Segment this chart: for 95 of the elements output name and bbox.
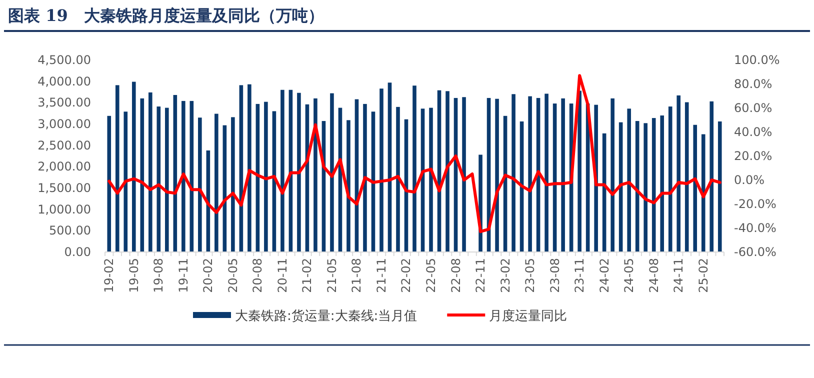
bar bbox=[610, 98, 614, 252]
y-tick-label: 2,500.00 bbox=[38, 138, 91, 152]
legend-label: 大秦铁路:货运量:大秦线:当月值 bbox=[235, 309, 418, 324]
bar bbox=[644, 123, 648, 252]
bar bbox=[115, 85, 120, 252]
x-tick-label: 23-08 bbox=[548, 258, 562, 293]
y2-tick-label: 40.0% bbox=[734, 125, 772, 139]
bar bbox=[710, 101, 714, 252]
x-tick-label: 20-08 bbox=[250, 258, 265, 293]
bar bbox=[512, 94, 516, 252]
y2-tick-label: -60.0% bbox=[734, 245, 776, 259]
bar bbox=[380, 88, 384, 252]
bar bbox=[264, 102, 268, 252]
line-series bbox=[108, 74, 722, 234]
bar bbox=[140, 98, 144, 252]
bar bbox=[627, 108, 631, 252]
y2-tick-label: 100.0% bbox=[734, 53, 780, 67]
y-tick-label: 1,500.00 bbox=[38, 181, 91, 195]
bar bbox=[280, 90, 284, 252]
y-tick-label: 1,000.00 bbox=[38, 202, 91, 216]
bar bbox=[429, 108, 433, 252]
x-tick-label: 20-05 bbox=[226, 258, 240, 293]
x-tick-label: 22-02 bbox=[399, 258, 414, 293]
x-tick-label: 19-11 bbox=[176, 258, 190, 293]
y2-tick-label: 80.0% bbox=[734, 77, 772, 91]
y2-tick-label: 60.0% bbox=[734, 101, 772, 115]
y-tick-label: 4,000.00 bbox=[38, 74, 91, 88]
y-tick-label: 3,000.00 bbox=[38, 117, 91, 131]
y-tick-label: 4,500.00 bbox=[38, 53, 91, 67]
bar bbox=[156, 106, 161, 252]
bar bbox=[446, 91, 450, 252]
y2-tick-label: -40.0% bbox=[734, 221, 776, 235]
y2-tick-label: -20.0% bbox=[734, 197, 776, 211]
y-tick-label: 500.00 bbox=[49, 224, 91, 238]
x-tick-label: 23-11 bbox=[572, 258, 587, 293]
bar bbox=[412, 86, 416, 252]
chart-title: 图表 19 大秦铁路月度运量及同比（万吨） bbox=[8, 6, 324, 25]
x-tick-label: 21-08 bbox=[350, 258, 364, 293]
x-tick-label: 21-02 bbox=[300, 258, 314, 293]
bar bbox=[248, 84, 252, 252]
bar bbox=[182, 100, 186, 252]
x-tick-label: 19-02 bbox=[102, 258, 116, 293]
x-tick-label: 23-02 bbox=[498, 258, 512, 293]
bar bbox=[231, 117, 235, 252]
legend-label: 月度运量同比 bbox=[489, 308, 568, 324]
x-tick-label: 24-11 bbox=[672, 258, 686, 293]
bar bbox=[396, 106, 400, 252]
bar bbox=[256, 104, 260, 252]
y2-tick-label: 20.0% bbox=[734, 149, 772, 163]
bar bbox=[578, 90, 582, 252]
bar bbox=[495, 98, 499, 252]
bar bbox=[462, 97, 466, 252]
bar bbox=[330, 93, 334, 252]
x-tick-label: 21-05 bbox=[324, 258, 339, 293]
y2-tick-label: 0.0% bbox=[734, 173, 764, 187]
bar bbox=[214, 114, 218, 252]
x-tick-label: 20-11 bbox=[275, 258, 290, 293]
bar bbox=[701, 134, 706, 252]
bar bbox=[561, 98, 565, 252]
bar bbox=[346, 120, 350, 252]
bar bbox=[528, 96, 532, 252]
x-tick-label: 22-05 bbox=[424, 258, 438, 293]
bar bbox=[660, 115, 664, 252]
x-tick-label: 23-05 bbox=[523, 258, 538, 293]
y-tick-label: 0.00 bbox=[64, 245, 91, 259]
bar bbox=[718, 121, 722, 252]
x-tick-label: 20-02 bbox=[201, 258, 216, 293]
bar bbox=[668, 106, 672, 252]
bar bbox=[124, 112, 128, 252]
bar bbox=[544, 94, 548, 252]
x-tick-label: 19-05 bbox=[126, 258, 141, 293]
x-tick-label: 21-11 bbox=[374, 258, 388, 293]
x-tick-label: 24-08 bbox=[646, 258, 661, 293]
bar bbox=[684, 102, 689, 252]
x-tick-label: 19-08 bbox=[152, 258, 166, 293]
x-tick-label: 25-02 bbox=[696, 258, 710, 293]
bar bbox=[371, 112, 376, 252]
bar bbox=[388, 82, 392, 252]
bar bbox=[552, 104, 557, 252]
x-tick-label: 24-02 bbox=[597, 258, 612, 293]
bar bbox=[165, 108, 169, 252]
bar bbox=[107, 116, 112, 252]
bar bbox=[132, 82, 136, 252]
x-tick-label: 22-11 bbox=[474, 258, 488, 293]
y-tick-label: 3,500.00 bbox=[38, 96, 91, 110]
x-tick-label: 24-05 bbox=[622, 258, 636, 293]
x-tick-label: 22-08 bbox=[448, 258, 463, 293]
bar bbox=[693, 124, 698, 252]
bar bbox=[314, 98, 318, 252]
bar bbox=[363, 104, 367, 252]
bar bbox=[148, 92, 152, 252]
bar bbox=[297, 92, 301, 252]
bar bbox=[198, 118, 202, 252]
y-tick-label: 2,000.00 bbox=[38, 160, 91, 174]
bar bbox=[676, 95, 681, 252]
